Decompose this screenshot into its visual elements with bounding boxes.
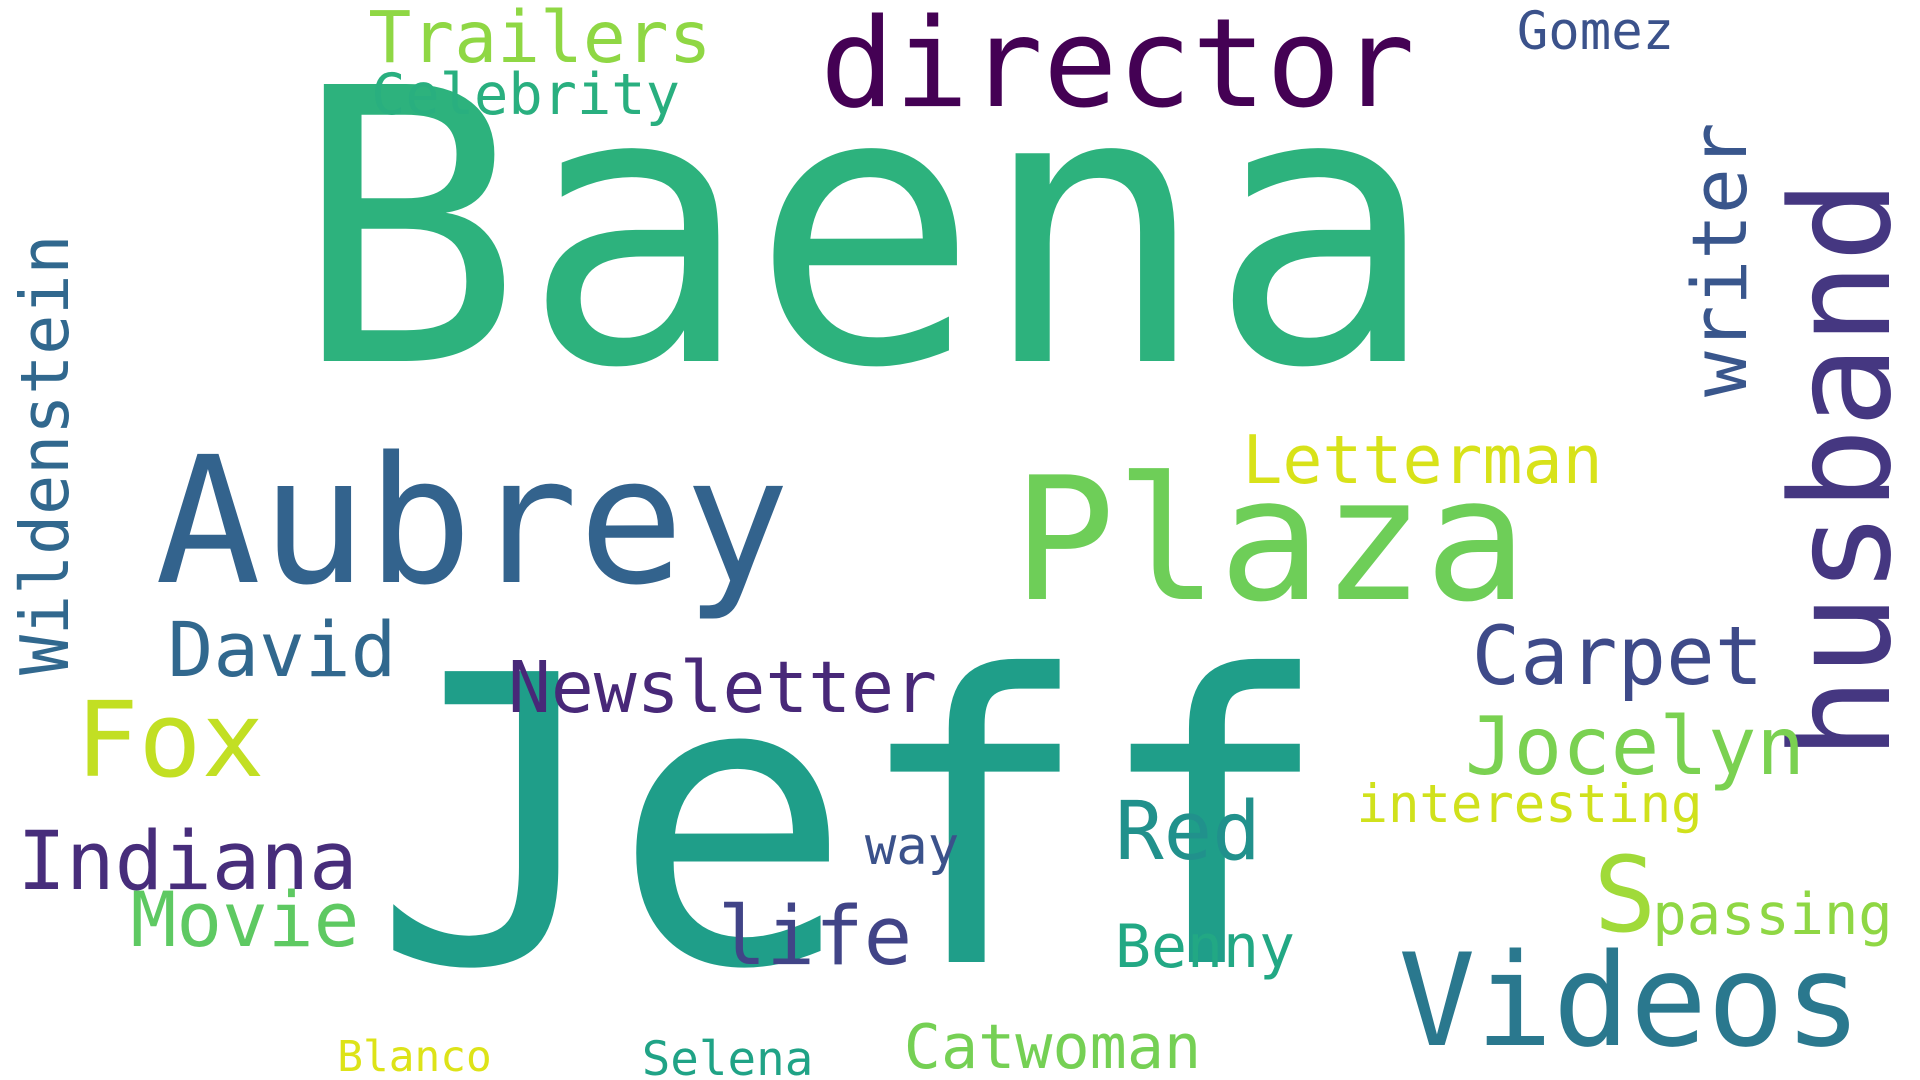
word-husband: husband [1761, 179, 1920, 761]
word-baena: Baena [293, 8, 1437, 451]
word-indiana: Indiana [17, 815, 358, 910]
word-jeff: Jeff [372, 592, 1333, 1057]
word-movie: Movie [130, 875, 360, 964]
word-videos: Videos [1398, 927, 1862, 1077]
word-jocelyn: Jocelyn [1465, 700, 1805, 795]
word-catwoman: Catwoman [903, 1010, 1202, 1080]
word-letterman: Letterman [1242, 420, 1603, 499]
word-interesting: interesting [1356, 775, 1703, 836]
word-plaza: Plaza [1012, 440, 1528, 640]
word-passing: passing [1652, 881, 1893, 948]
word-david: David [167, 605, 397, 694]
word-writer: writer [1675, 122, 1764, 398]
word-selena: Selena [641, 1032, 814, 1080]
word-gomez: Gomez [1516, 2, 1675, 63]
word-benny: Benny [1115, 912, 1295, 982]
word-wildenstein: Wildenstein [5, 234, 84, 676]
word-life: life [717, 890, 913, 985]
word-way: way [864, 817, 960, 878]
word-blanco: Blanco [337, 1032, 492, 1080]
word-carpet: Carpet [1471, 610, 1764, 705]
word-director: director [820, 0, 1415, 137]
word-newsletter: Newsletter [508, 645, 937, 729]
word-fox: Fox [75, 678, 265, 801]
word-celebrity: Celebrity [371, 61, 680, 128]
word-s: S [1593, 833, 1657, 956]
word-aubrey: Aubrey [155, 419, 790, 624]
word-red: Red [1115, 785, 1261, 880]
word-trailers: Trailers [368, 0, 712, 79]
